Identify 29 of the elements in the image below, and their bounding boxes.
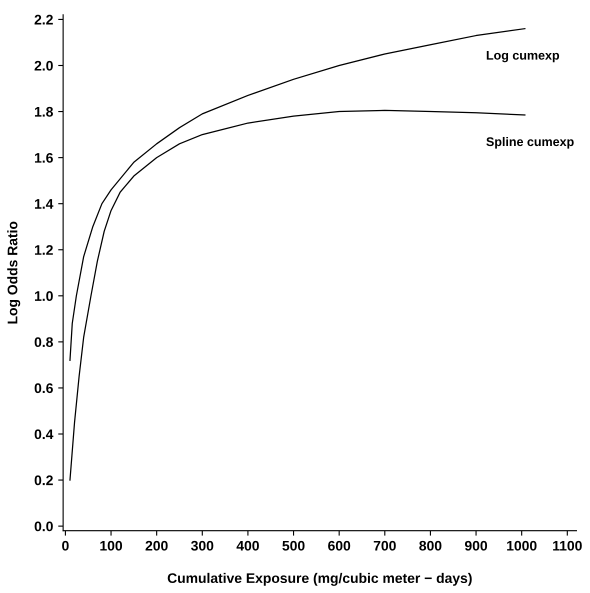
x-tick-label: 600: [328, 540, 350, 551]
y-tick-label: 0.2: [34, 475, 53, 486]
y-tick-label: 0.0: [34, 521, 53, 532]
x-tick-label: 700: [374, 540, 396, 551]
y-tick-label: 0.6: [34, 383, 53, 394]
x-tick-label: 1100: [553, 540, 582, 551]
x-axis-title: Cumulative Exposure (mg/cubic meter − days): [168, 572, 472, 586]
y-tick-label: 0.8: [34, 337, 53, 348]
y-tick-label: 0.4: [34, 429, 54, 440]
x-tick-label: 900: [464, 540, 488, 551]
x-tick-label: 1000: [507, 540, 537, 551]
x-tick-label: 300: [191, 540, 214, 551]
y-axis-title: Log Odds Ratio: [7, 222, 20, 324]
x-tick-label: 100: [100, 540, 122, 551]
series-label: Log cumexp: [486, 51, 560, 62]
x-tick-label: 500: [282, 540, 305, 551]
x-tick-label: 800: [419, 540, 442, 551]
x-tick-label: 0: [62, 540, 69, 551]
y-tick-label: 1.2: [34, 245, 53, 255]
line-series: [69, 110, 526, 481]
y-tick-label: 1.4: [34, 199, 54, 209]
x-tick-label: 400: [236, 540, 259, 551]
y-tick-label: 1.6: [34, 152, 53, 163]
y-tick-label: 2.0: [34, 60, 53, 71]
y-tick-label: 2.2: [34, 14, 53, 24]
y-tick-label: 1.8: [34, 106, 53, 117]
y-tick-label: 1.0: [34, 291, 53, 301]
x-tick-label: 200: [146, 540, 168, 551]
series-label: Spline cumexp: [486, 136, 574, 149]
